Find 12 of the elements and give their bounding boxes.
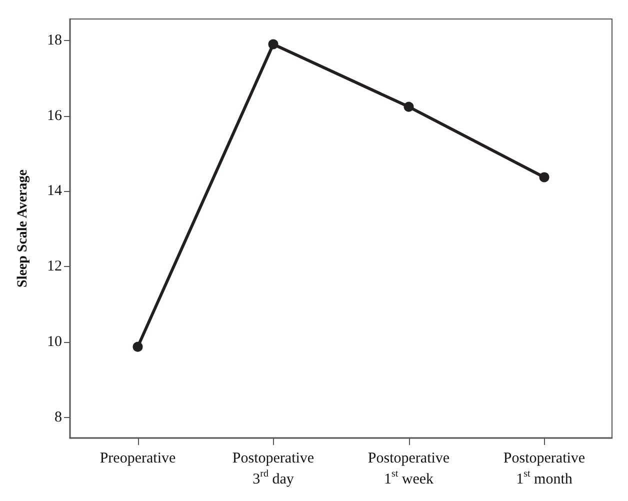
y-tick-label: 18 xyxy=(47,32,62,48)
point xyxy=(132,342,143,352)
y-tick-label: 10 xyxy=(47,334,62,350)
y-tick-label: 8 xyxy=(54,409,62,426)
point xyxy=(268,39,278,50)
point xyxy=(404,102,414,112)
point xyxy=(539,172,550,182)
y-tick-label: 16 xyxy=(47,108,62,124)
y-tick-label: 14 xyxy=(47,183,62,200)
x-tick-label: Preoperative xyxy=(100,450,176,466)
y-axis-title: Sleep Scale Average xyxy=(16,170,30,288)
y-tick-label: 12 xyxy=(47,258,62,275)
